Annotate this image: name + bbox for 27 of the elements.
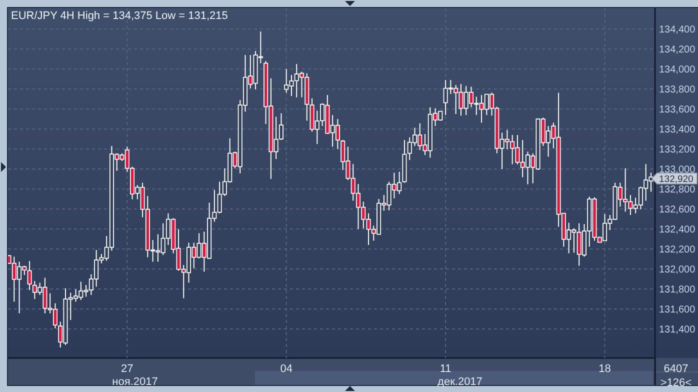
y-tick-label: 132,600 [659, 204, 696, 216]
y-tick-label: 132,400 [659, 224, 696, 236]
y-tick-label: 133,400 [659, 124, 696, 136]
y-tick-label: 131,800 [659, 284, 696, 296]
candlestick [27, 260, 32, 290]
y-tick-label: 133,200 [659, 144, 696, 156]
y-tick-label: 132,800 [659, 184, 696, 196]
text: дек.2017 [438, 376, 482, 388]
x-tick-label: 18 [598, 362, 611, 375]
text: 6407 [664, 362, 688, 375]
y-tick-label: 131,600 [659, 304, 696, 316]
y-tick-label: 134,000 [659, 64, 696, 76]
text: ноя.2017 [112, 376, 158, 388]
y-tick-label: 132,200 [659, 244, 696, 256]
y-tick-label: 133,800 [659, 84, 696, 96]
y-tick-label: 134,200 [659, 44, 696, 56]
y-tick-label: 131,400 [659, 324, 696, 336]
chart-title: EUR/JPY 4H High = 134,375 Low = 131,215 [11, 10, 228, 22]
x-tick-label: 27 [121, 362, 134, 375]
y-tick-label: 133,600 [659, 104, 696, 116]
text: 132,920 [659, 174, 694, 185]
x-tick-label: 04 [280, 362, 292, 375]
x-tick-label: 11 [440, 362, 452, 375]
text: >126< [660, 376, 692, 389]
y-tick-label: 133,000 [659, 164, 696, 176]
y-tick-label: 132,000 [659, 264, 696, 276]
y-tick-label: 134,400 [659, 24, 696, 36]
